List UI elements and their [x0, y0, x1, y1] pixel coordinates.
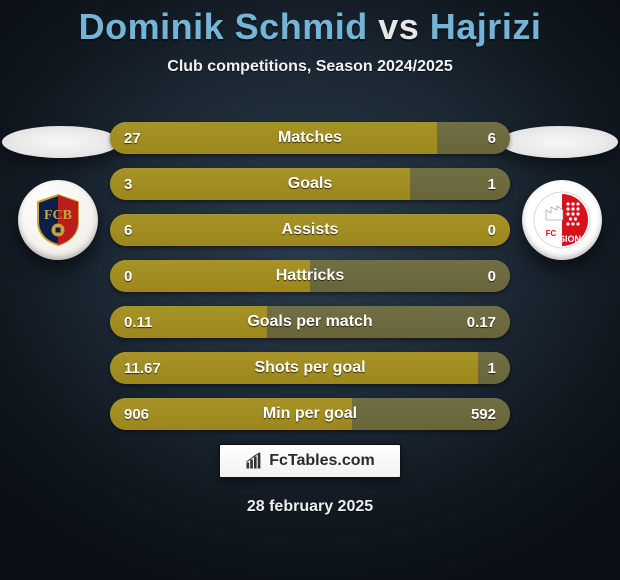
bar-chart-icon	[245, 452, 263, 470]
svg-text:SION: SION	[559, 234, 581, 244]
svg-text:FCB: FCB	[44, 208, 72, 223]
stat-bar-left	[110, 168, 410, 200]
stats-container: 276Matches31Goals60Assists00Hattricks0.1…	[110, 122, 510, 430]
stat-value-right: 0.17	[467, 306, 496, 338]
stat-row: 31Goals	[110, 168, 510, 200]
brand-text: FcTables.com	[269, 452, 375, 470]
player1-name: Dominik Schmid	[79, 6, 368, 47]
spotlight-left	[2, 126, 120, 158]
stat-row: 60Assists	[110, 214, 510, 246]
player2-name: Hajrizi	[430, 6, 542, 47]
stat-value-right: 1	[488, 168, 496, 200]
stat-row: 00Hattricks	[110, 260, 510, 292]
stat-value-left: 27	[124, 122, 141, 154]
stat-value-right: 0	[488, 260, 496, 292]
club-crest-left: FCB	[18, 180, 98, 260]
stat-bar-right	[310, 260, 510, 292]
stat-row: 906592Min per goal	[110, 398, 510, 430]
page-title: Dominik Schmid vs Hajrizi	[0, 0, 620, 48]
vs-separator: vs	[378, 6, 419, 47]
stat-value-left: 3	[124, 168, 132, 200]
stat-bar-left	[110, 352, 478, 384]
svg-text:FC: FC	[546, 229, 557, 238]
fcb-crest-icon: FCB	[30, 192, 86, 248]
stat-value-right: 6	[488, 122, 496, 154]
stat-bar-left	[110, 260, 310, 292]
stat-value-right: 1	[488, 352, 496, 384]
date-text: 28 february 2025	[0, 498, 620, 516]
stat-value-right: 592	[471, 398, 496, 430]
fc-sion-crest-icon: FC SION	[532, 190, 592, 250]
stat-bar-right	[437, 122, 510, 154]
stat-value-left: 0.11	[124, 306, 152, 338]
brand-box[interactable]: FcTables.com	[219, 444, 401, 478]
stat-row: 276Matches	[110, 122, 510, 154]
stat-value-left: 11.67	[124, 352, 161, 384]
comparison-card: Dominik Schmid vs Hajrizi Club competiti…	[0, 0, 620, 580]
stat-row: 0.110.17Goals per match	[110, 306, 510, 338]
stat-row: 11.671Shots per goal	[110, 352, 510, 384]
stat-bar-left	[110, 122, 437, 154]
stat-value-left: 906	[124, 398, 149, 430]
stat-bar-left	[110, 214, 510, 246]
spotlight-right	[500, 126, 618, 158]
subtitle: Club competitions, Season 2024/2025	[0, 58, 620, 76]
stat-value-left: 6	[124, 214, 132, 246]
club-crest-right: FC SION	[522, 180, 602, 260]
stat-value-left: 0	[124, 260, 132, 292]
stat-value-right: 0	[488, 214, 496, 246]
